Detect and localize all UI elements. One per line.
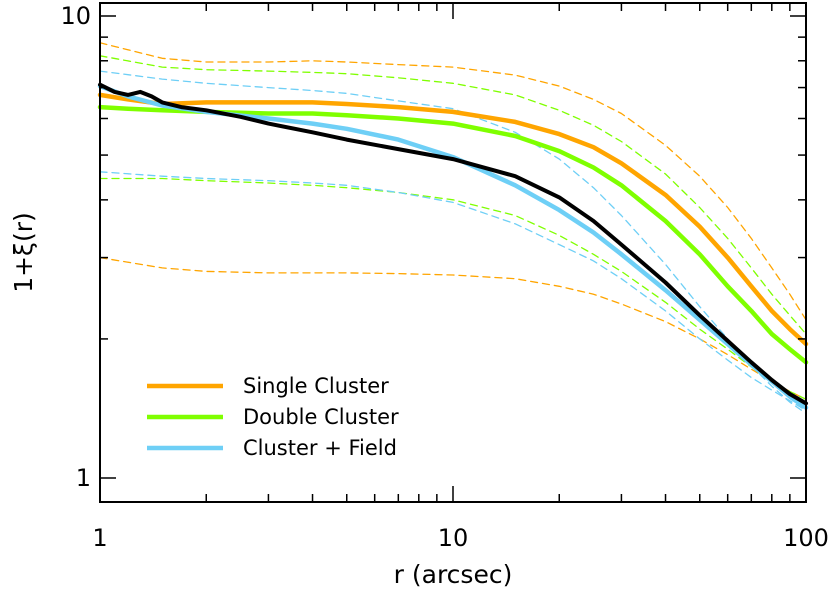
series-layer — [97, 42, 809, 415]
series-line-3-solid — [98, 82, 808, 406]
y-axis-label: 1+ξ(r) — [9, 212, 38, 293]
series-line-9-dashed — [99, 171, 807, 412]
legend-label: Single Cluster — [243, 374, 389, 398]
series-line-7-dashed — [99, 177, 807, 400]
legend-label: Double Cluster — [243, 405, 399, 429]
x-tick-label: 100 — [783, 524, 829, 552]
x-tick-label: 10 — [438, 524, 469, 552]
x-axis-label: r (arcsec) — [394, 560, 513, 589]
series-line-6-dashed — [99, 55, 807, 335]
legend-label: Cluster + Field — [243, 436, 397, 460]
series-line-4-dashed — [99, 42, 807, 321]
tick-layer: 1 10 100 1 10 — [60, 2, 828, 552]
x-tick-label: 1 — [92, 524, 107, 552]
series-line-2-solid — [97, 83, 809, 410]
series-line-1-solid — [97, 104, 809, 365]
y-tick-label: 10 — [60, 2, 91, 30]
series-line-0-solid — [97, 92, 809, 347]
y-tick-label: 1 — [76, 464, 91, 492]
series-line-5-dashed — [99, 256, 807, 400]
legend-layer: Single Cluster Double Cluster Cluster + Fi… — [147, 374, 399, 460]
